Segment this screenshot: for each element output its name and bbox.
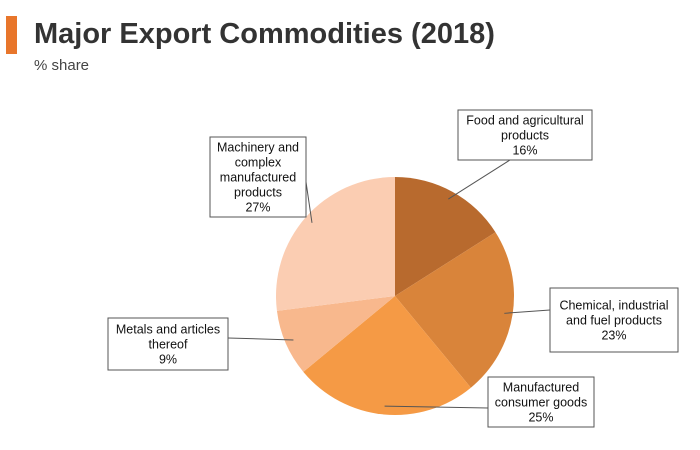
slice-category-label: consumer goods (495, 396, 587, 410)
title-accent-bar (6, 16, 17, 54)
slice-value-label: 9% (159, 353, 177, 367)
slice-category-label: Manufactured (503, 381, 579, 395)
slice-category-label: and fuel products (566, 314, 662, 328)
slice-value-label: 27% (245, 201, 270, 215)
callout-leader-line (227, 337, 294, 341)
slice-callout: Machinery andcomplexmanufacturedproducts… (209, 136, 307, 218)
pie-slice (395, 232, 514, 388)
callout-leader-line (305, 181, 313, 223)
slice-value-label: 16% (512, 144, 537, 158)
callout-box (107, 317, 229, 371)
pie-slice (303, 296, 471, 415)
slice-category-label: Metals and articles (116, 323, 220, 337)
slice-category-label: manufactured (220, 171, 296, 185)
callout-box (549, 287, 679, 353)
slice-category-label: Machinery and (217, 141, 299, 155)
slice-value-label: 23% (601, 329, 626, 343)
slice-category-label: Chemical, industrial (559, 299, 668, 313)
page-subtitle: % share (34, 57, 90, 74)
callout-leader-line (448, 159, 511, 200)
slice-category-label: products (501, 129, 549, 143)
callout-box (209, 136, 307, 218)
callout-leader-line (504, 309, 551, 314)
slice-category-label: Food and agricultural (466, 114, 583, 128)
pie-slice (276, 296, 395, 372)
slice-category-label: thereof (149, 338, 188, 352)
slice-value-label: 25% (528, 411, 553, 425)
slice-category-label: complex (235, 156, 282, 170)
callout-box (487, 376, 595, 428)
callout-box (457, 109, 593, 161)
page-title: Major Export Commodities (2018) (34, 18, 495, 50)
pie-slice (276, 177, 395, 311)
callout-leader-line (384, 405, 489, 409)
slice-category-label: products (234, 186, 282, 200)
pie-slice (395, 177, 496, 296)
